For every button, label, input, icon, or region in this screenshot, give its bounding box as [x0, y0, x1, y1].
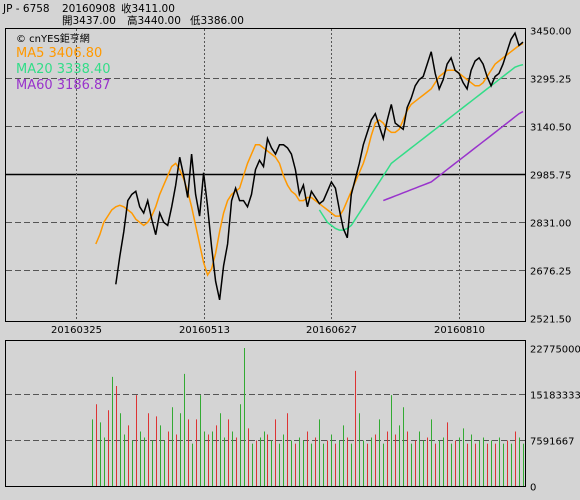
price-ytick-label: 2831.00 [530, 219, 571, 230]
series-line-ma60 [383, 110, 524, 202]
price-xtick-label: 20160325 [51, 325, 102, 336]
price-ytick-label: 2521.50 [530, 315, 571, 326]
volume-ytick-label: 0 [530, 483, 536, 494]
date-label: 20160908 [62, 3, 116, 15]
price-xtick-label: 20160810 [434, 325, 485, 336]
price-xtick-label: 20160513 [179, 325, 230, 336]
low-label: 低3386.00 [190, 15, 244, 27]
price-ytick-label: 2985.75 [530, 171, 571, 182]
high-label: 高3440.00 [127, 15, 181, 27]
ma20-legend: MA20 3338.40 [16, 62, 111, 77]
price-ytick-label: 2676.25 [530, 267, 571, 278]
ma5-legend: MA5 3406.80 [16, 46, 102, 61]
close-label: 收3411.00 [121, 3, 175, 15]
open-label: 開3437.00 [62, 15, 116, 27]
symbol-label: JP - 6758 [3, 3, 50, 15]
price-panel [5, 28, 526, 322]
ma60-legend: MA60 3186.87 [16, 78, 111, 93]
volume-ytick-label: 7591667 [530, 437, 575, 448]
volume-panel [5, 340, 526, 487]
volume-ytick-label: 15183333 [530, 391, 580, 402]
price-ytick-label: 3140.50 [530, 123, 571, 134]
series-line-price [115, 31, 524, 301]
series-line-ma20 [318, 63, 524, 231]
volume-ytick-label: 22775000 [530, 345, 580, 356]
source-label: © cnYES鉅亨網 [16, 32, 90, 45]
price-xtick-label: 20160627 [306, 325, 357, 336]
price-ytick-label: 3295.25 [530, 75, 571, 86]
price-ytick-label: 3450.00 [530, 27, 571, 38]
